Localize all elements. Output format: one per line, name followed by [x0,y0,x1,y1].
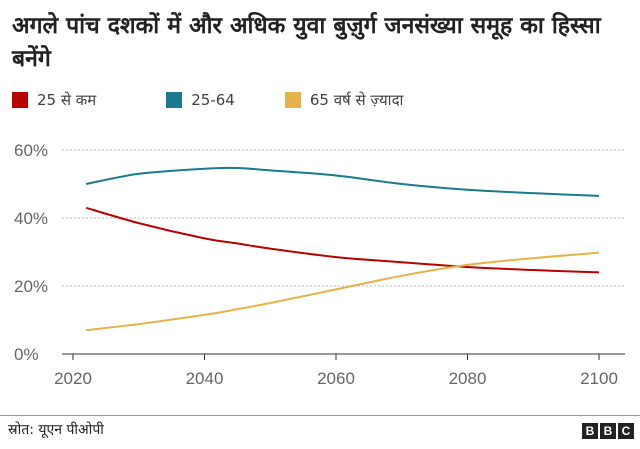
legend-label: 25-64 [191,91,235,109]
x-tick-label: 2020 [54,369,92,388]
y-tick-label: 40% [14,209,48,228]
legend-swatch [284,92,301,108]
series-line-0 [85,206,600,274]
series-line-1 [85,166,600,197]
x-tick-label: 2060 [317,369,355,388]
legend-item-25-64: 25-64 [166,90,235,110]
legend-item-65-plus: 65 वर्ष से ज़्यादा [284,90,404,110]
legend-item-under-25: 25 से कम [12,90,96,110]
series-line-2 [86,251,600,332]
footer-divider [0,415,640,416]
legend: 25 से कम 25-64 65 वर्ष से ज़्यादा [12,90,443,110]
legend-label: 65 वर्ष से ज़्यादा [309,91,404,109]
legend-label: 25 से कम [37,91,97,109]
y-tick-label: 20% [14,277,48,296]
x-tick-label: 2040 [186,369,224,388]
legend-swatch [166,92,183,108]
legend-swatch [12,92,28,108]
chart-title: अगले पांच दशकों में और अधिक युवा बुज़ुर्… [12,13,601,72]
x-tick-label: 2100 [580,369,618,388]
y-tick-label: 0% [14,345,39,364]
source-note: स्रोत: यूएन पीओपी [8,422,104,438]
x-tick-label: 2080 [449,369,487,388]
y-tick-label: 60% [14,141,48,160]
